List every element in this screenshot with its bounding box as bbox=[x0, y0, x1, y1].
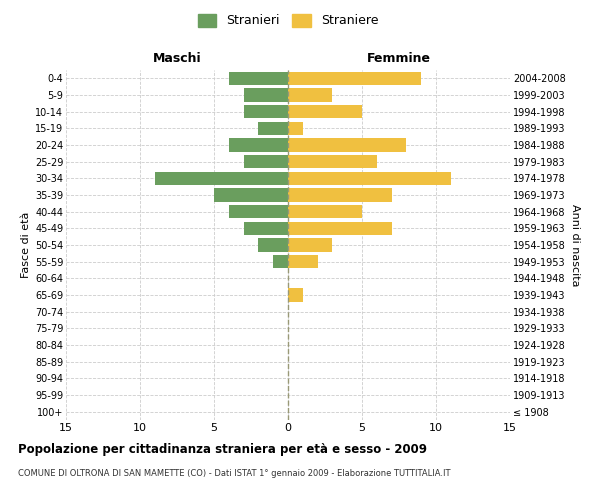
Bar bbox=[288, 88, 332, 102]
Bar bbox=[244, 88, 288, 102]
Bar bbox=[229, 138, 288, 151]
Bar bbox=[155, 172, 288, 185]
Text: Maschi: Maschi bbox=[152, 52, 202, 65]
Bar bbox=[288, 255, 317, 268]
Bar bbox=[288, 105, 362, 118]
Bar bbox=[288, 122, 303, 135]
Bar bbox=[244, 155, 288, 168]
Bar bbox=[288, 222, 392, 235]
Bar bbox=[288, 188, 392, 202]
Bar bbox=[259, 238, 288, 252]
Text: Femmine: Femmine bbox=[367, 52, 431, 65]
Bar bbox=[259, 122, 288, 135]
Bar bbox=[229, 205, 288, 218]
Bar bbox=[244, 222, 288, 235]
Text: COMUNE DI OLTRONA DI SAN MAMETTE (CO) - Dati ISTAT 1° gennaio 2009 - Elaborazion: COMUNE DI OLTRONA DI SAN MAMETTE (CO) - … bbox=[18, 469, 451, 478]
Y-axis label: Anni di nascita: Anni di nascita bbox=[569, 204, 580, 286]
Bar bbox=[288, 172, 451, 185]
Bar bbox=[273, 255, 288, 268]
Text: Popolazione per cittadinanza straniera per età e sesso - 2009: Popolazione per cittadinanza straniera p… bbox=[18, 442, 427, 456]
Bar bbox=[214, 188, 288, 202]
Legend: Stranieri, Straniere: Stranieri, Straniere bbox=[193, 8, 383, 32]
Bar bbox=[229, 72, 288, 85]
Bar bbox=[288, 155, 377, 168]
Bar bbox=[288, 205, 362, 218]
Bar bbox=[288, 238, 332, 252]
Y-axis label: Fasce di età: Fasce di età bbox=[20, 212, 31, 278]
Bar bbox=[244, 105, 288, 118]
Bar bbox=[288, 138, 406, 151]
Bar bbox=[288, 72, 421, 85]
Bar bbox=[288, 288, 303, 302]
